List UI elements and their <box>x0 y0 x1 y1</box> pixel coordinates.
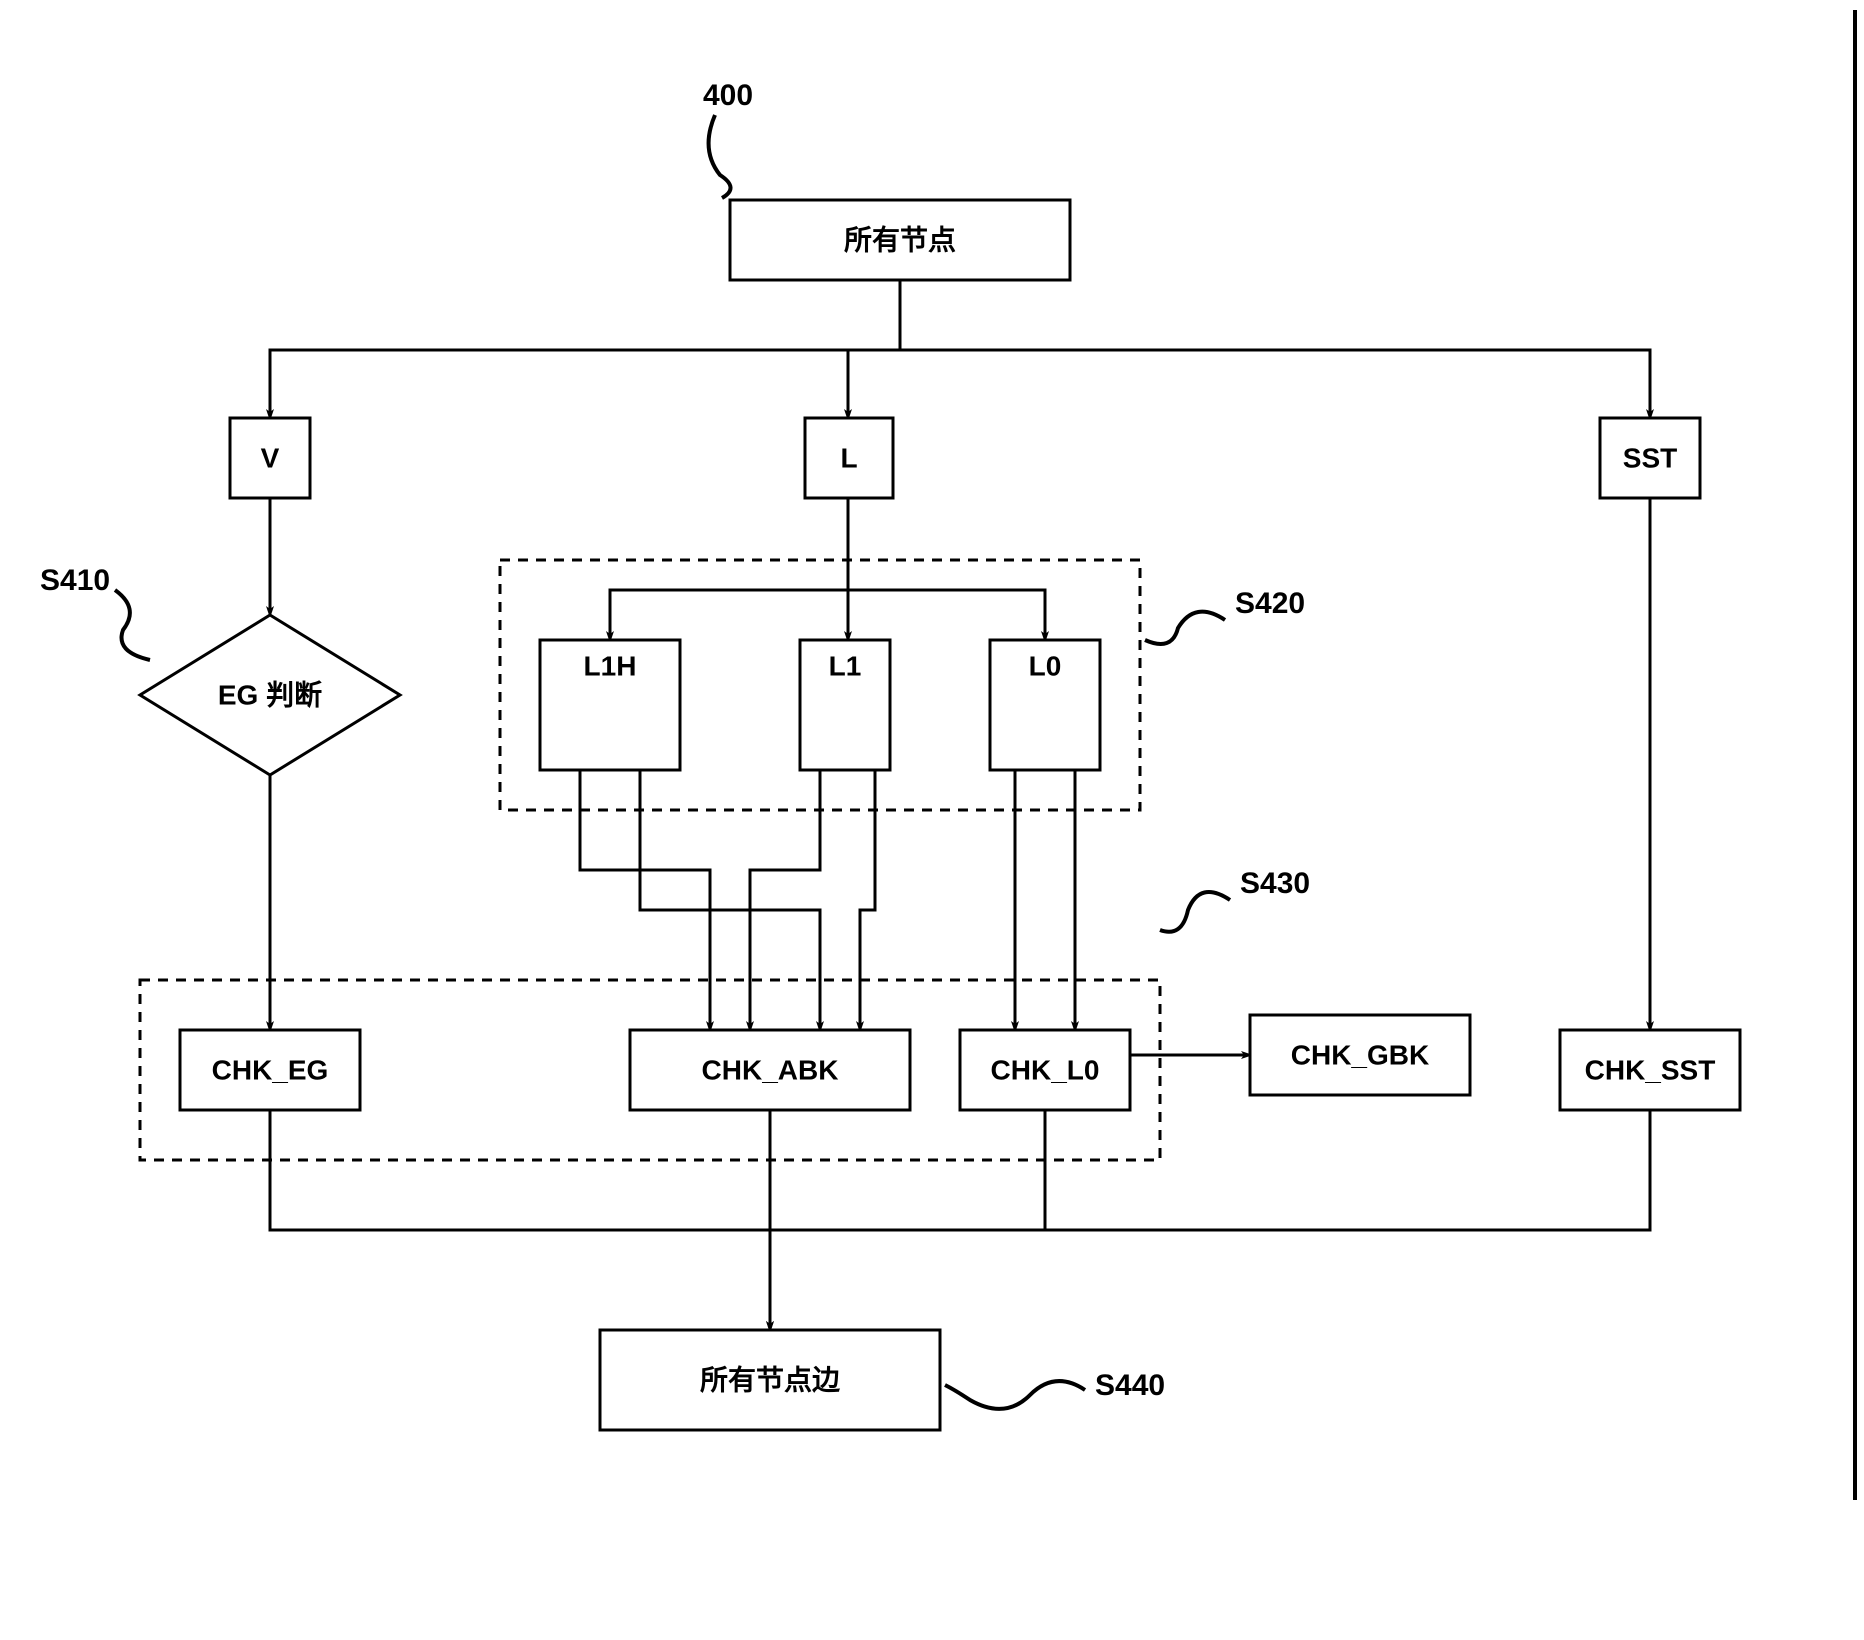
node-L0: L0 <box>990 640 1100 770</box>
annotation-S440: S440 <box>1095 1369 1165 1402</box>
annotation-S410: S410 <box>40 564 110 597</box>
svg-text:EG 判断: EG 判断 <box>218 678 322 710</box>
callout-S430 <box>1160 892 1230 932</box>
svg-text:CHK_ABK: CHK_ABK <box>702 1054 839 1085</box>
callout-S420 <box>1145 612 1225 644</box>
svg-text:CHK_EG: CHK_EG <box>212 1054 329 1085</box>
callout-S410 <box>115 590 150 660</box>
svg-text:L1: L1 <box>829 650 862 681</box>
annotation-S420: S420 <box>1235 587 1305 620</box>
annotation-400: 400 <box>703 79 753 112</box>
node-SST: SST <box>1600 418 1700 498</box>
svg-text:V: V <box>261 442 280 473</box>
callout-S440 <box>945 1381 1085 1409</box>
edge <box>848 280 900 418</box>
node-root: 所有节点 <box>730 200 1070 280</box>
node-L1: L1 <box>800 640 890 770</box>
edge <box>770 1110 1650 1230</box>
node-CHK_GBK: CHK_GBK <box>1250 1015 1470 1095</box>
edge <box>900 280 1650 418</box>
edge <box>270 1110 770 1330</box>
node-L: L <box>805 418 893 498</box>
node-L1H: L1H <box>540 640 680 770</box>
svg-text:L: L <box>840 442 857 473</box>
node-CHK_ABK: CHK_ABK <box>630 1030 910 1110</box>
node-EG: EG 判断 <box>140 615 400 775</box>
node-end: 所有节点边 <box>600 1330 940 1430</box>
edge <box>610 560 848 640</box>
flowchart-diagram: 所有节点 V L SST EG 判断 L1H L1 L0 CHK_EG CHK_ABK CHK_L0… <box>0 0 1864 1640</box>
svg-text:CHK_L0: CHK_L0 <box>991 1054 1100 1085</box>
node-V: V <box>230 418 310 498</box>
svg-text:SST: SST <box>1623 442 1677 473</box>
svg-text:L1H: L1H <box>584 650 637 681</box>
edge <box>848 560 1045 640</box>
node-CHK_EG: CHK_EG <box>180 1030 360 1110</box>
edge <box>270 280 900 418</box>
annotation-S430: S430 <box>1240 867 1310 900</box>
svg-text:所有节点边: 所有节点边 <box>700 1364 841 1395</box>
svg-text:CHK_SST: CHK_SST <box>1585 1054 1716 1085</box>
svg-text:CHK_GBK: CHK_GBK <box>1291 1039 1429 1070</box>
svg-text:所有节点: 所有节点 <box>844 224 956 255</box>
node-CHK_SST: CHK_SST <box>1560 1030 1740 1110</box>
edge <box>770 1110 1045 1230</box>
callout-400 <box>709 115 731 198</box>
node-CHK_L0: CHK_L0 <box>960 1030 1130 1110</box>
svg-text:L0: L0 <box>1029 650 1062 681</box>
